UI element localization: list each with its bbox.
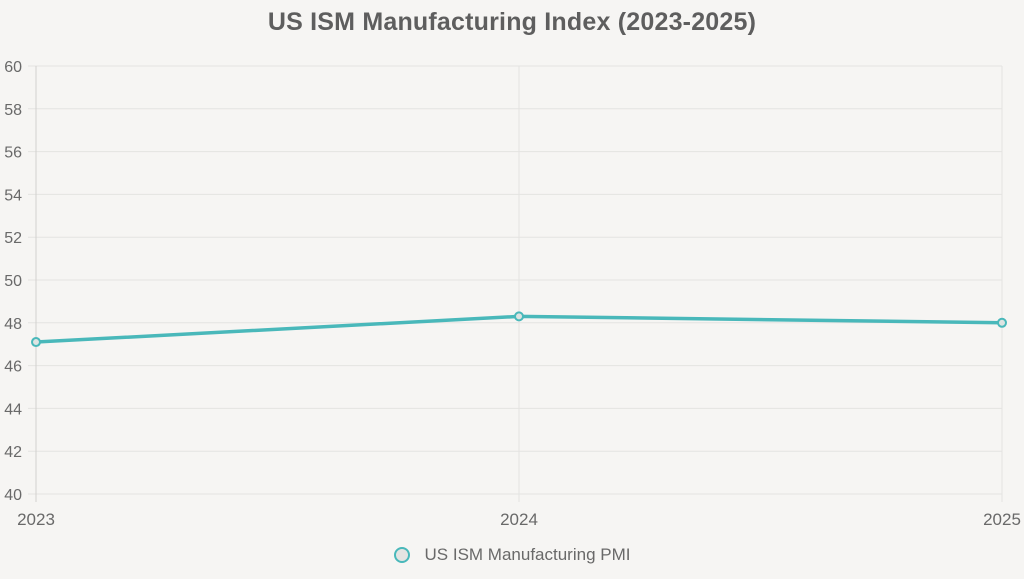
legend-label: US ISM Manufacturing PMI [424, 545, 631, 564]
x-tick-label-2024: 2024 [500, 510, 538, 529]
data-point-2023[interactable] [31, 337, 41, 348]
y-tick-label-46: 46 [4, 359, 22, 376]
y-tick-label-56: 56 [4, 145, 22, 162]
data-point-2024[interactable] [514, 311, 524, 322]
chart-title: US ISM Manufacturing Index (2023-2025) [267, 8, 757, 36]
y-tick-label-50: 50 [4, 273, 22, 290]
y-tick-label-60: 60 [4, 59, 22, 76]
y-tick-label-52: 52 [4, 230, 22, 247]
x-tick-label-2025: 2025 [983, 510, 1021, 529]
y-tick-label-42: 42 [4, 444, 22, 461]
data-point-2025[interactable] [997, 317, 1007, 328]
legend-item-pmi[interactable]: US ISM Manufacturing PMI [393, 545, 631, 565]
y-tick-label-48: 48 [4, 316, 22, 333]
y-tick-label-44: 44 [4, 401, 22, 418]
legend-circle-icon [393, 547, 410, 563]
x-tick-label-2023: 2023 [17, 510, 55, 529]
y-tick-label-40: 40 [4, 487, 22, 504]
y-tick-label-58: 58 [4, 102, 22, 119]
y-tick-label-54: 54 [4, 187, 22, 204]
legend: US ISM Manufacturing PMI [0, 545, 1024, 565]
